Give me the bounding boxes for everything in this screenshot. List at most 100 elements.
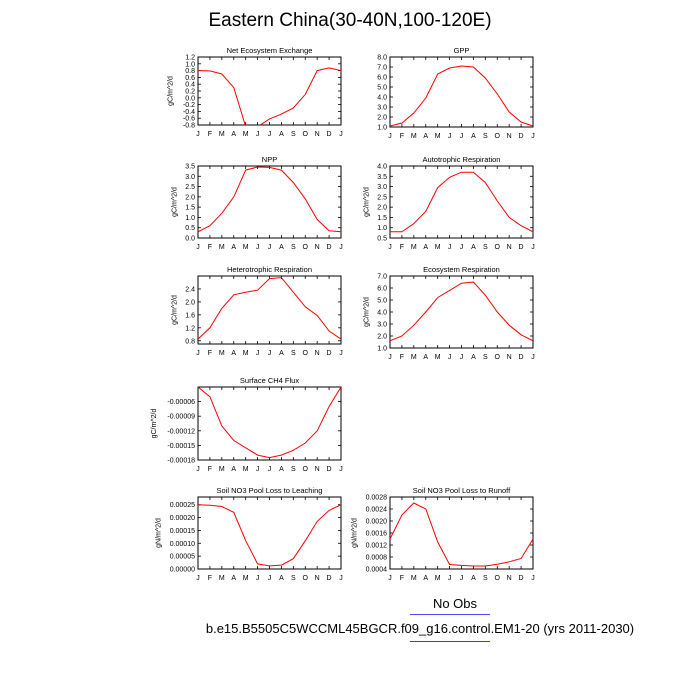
y-tick-label: 0.0020 [366, 519, 388, 526]
x-tick-label: A [423, 133, 428, 140]
x-tick-label: A [279, 466, 284, 473]
x-tick-label: M [243, 350, 249, 357]
y-tick-label: -0.00012 [167, 428, 195, 435]
x-tick-label: J [448, 575, 452, 582]
x-tick-label: D [519, 133, 524, 140]
x-tick-label: D [519, 244, 524, 251]
x-tick-label: F [208, 350, 212, 357]
y-tick-label: 0.0028 [366, 495, 388, 502]
x-tick-label: M [435, 354, 441, 361]
y-tick-label: 2.5 [185, 184, 195, 191]
y-tick-label: 0.0012 [366, 543, 388, 550]
x-tick-label: D [327, 131, 332, 138]
x-tick-label: O [303, 350, 309, 357]
x-tick-label: A [423, 354, 428, 361]
x-tick-label: O [303, 131, 309, 138]
x-tick-label: O [495, 575, 501, 582]
x-tick-label: J [196, 575, 200, 582]
x-tick-label: J [448, 354, 452, 361]
x-tick-label: M [219, 244, 225, 251]
y-tick-label: 1.2 [185, 55, 195, 62]
x-tick-label: N [315, 131, 320, 138]
x-tick-label: J [268, 350, 272, 357]
legend-model-line [410, 641, 490, 642]
x-tick-label: F [400, 133, 404, 140]
y-tick-label: 3.5 [377, 174, 387, 181]
panel-title: NPP [262, 155, 277, 164]
x-tick-label: S [483, 133, 488, 140]
x-tick-label: O [303, 244, 309, 251]
y-tick-label: 1.0 [377, 346, 387, 353]
series-line [390, 65, 533, 127]
x-tick-label: S [291, 350, 296, 357]
plot-frame [389, 496, 534, 570]
y-tick-label: 1.0 [185, 215, 195, 222]
x-tick-label: J [531, 244, 535, 251]
y-tick-label: 1.5 [377, 215, 387, 222]
y-tick-label: 0.6 [185, 75, 195, 82]
panel-title: Heterotrophic Respiration [227, 265, 312, 274]
y-tick-label: 0.4 [185, 82, 195, 89]
x-tick-label: A [471, 354, 476, 361]
plot-frame [197, 275, 342, 345]
x-tick-label: N [507, 575, 512, 582]
x-tick-label: F [208, 244, 212, 251]
y-tick-label: 0.00010 [170, 541, 195, 548]
x-tick-label: J [388, 354, 392, 361]
y-tick-label: -0.4 [183, 109, 195, 116]
x-tick-label: M [219, 466, 225, 473]
x-tick-label: D [327, 244, 332, 251]
x-tick-label: A [279, 350, 284, 357]
y-tick-label: 2.4 [185, 286, 195, 293]
y-tick-label: 3.0 [377, 105, 387, 112]
y-tick-label: 6.0 [377, 286, 387, 293]
x-tick-label: J [460, 575, 464, 582]
y-tick-label: -0.2 [183, 102, 195, 109]
y-tick-label: 3.0 [377, 322, 387, 329]
y-tick-label: -0.00009 [167, 414, 195, 421]
x-tick-label: J [268, 244, 272, 251]
x-tick-label: M [411, 244, 417, 251]
y-tick-label: 2.5 [377, 194, 387, 201]
x-tick-label: A [279, 244, 284, 251]
y-tick-label: 2.0 [377, 115, 387, 122]
legend-obs-line [410, 614, 490, 615]
y-tick-label: 0.0024 [366, 507, 388, 514]
x-tick-label: A [279, 575, 284, 582]
x-tick-label: A [231, 131, 236, 138]
x-tick-label: A [231, 575, 236, 582]
x-tick-label: D [519, 354, 524, 361]
x-tick-label: S [291, 131, 296, 138]
y-tick-label: 0.0004 [366, 567, 388, 574]
y-axis-label: gC/m^2/d [364, 187, 371, 217]
y-tick-label: 0.5 [377, 236, 387, 243]
plot-frame [389, 56, 534, 128]
x-tick-label: J [256, 131, 260, 138]
y-tick-label: 0.5 [185, 225, 195, 232]
y-axis-label: gC/m^2/d [364, 297, 371, 327]
x-tick-label: J [339, 244, 343, 251]
x-tick-label: M [411, 575, 417, 582]
panel-title: Ecosystem Respiration [423, 265, 500, 274]
y-tick-label: 1.0 [377, 225, 387, 232]
series-line [198, 166, 341, 233]
x-tick-label: A [423, 244, 428, 251]
y-tick-label: 3.0 [377, 184, 387, 191]
series-line [390, 502, 533, 567]
x-tick-label: M [243, 466, 249, 473]
x-tick-label: J [448, 244, 452, 251]
panel-title: Soil NO3 Pool Loss to Leaching [217, 486, 323, 495]
x-tick-label: J [268, 131, 272, 138]
x-tick-label: M [219, 575, 225, 582]
x-tick-label: F [208, 466, 212, 473]
x-tick-label: J [256, 466, 260, 473]
x-tick-label: J [460, 244, 464, 251]
y-tick-label: 7.0 [377, 65, 387, 72]
